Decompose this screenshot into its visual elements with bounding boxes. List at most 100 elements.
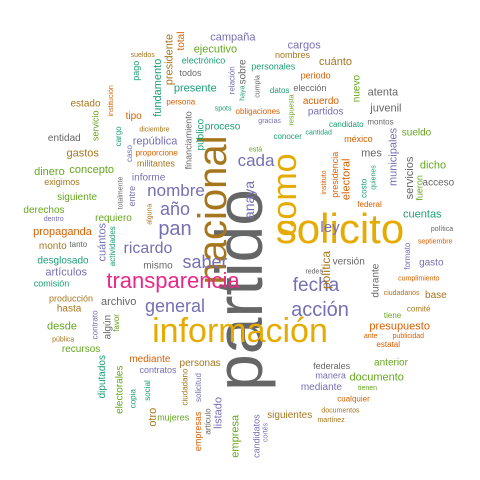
word-3: diciembre (139, 127, 169, 134)
word-50: caso (125, 145, 134, 162)
word-45: gastos (66, 148, 99, 160)
word-como: como (266, 153, 304, 236)
word-7: presidencia (330, 152, 340, 198)
word-51: monto (39, 241, 67, 252)
word-129: base (425, 290, 447, 301)
word-134: cortés (263, 422, 270, 442)
word-108: personales (251, 61, 296, 71)
word-21: personas (180, 358, 221, 369)
word-123: producción (49, 294, 93, 304)
word-36: datos (270, 86, 290, 95)
word-65: mismo (143, 261, 173, 272)
word-131: tanto (69, 240, 87, 249)
word-66: cantidad (305, 130, 332, 137)
word-politica: política (319, 251, 333, 289)
word-106: mujeres (157, 413, 190, 423)
word-1: persona (166, 97, 195, 106)
word-12: diputados (97, 355, 108, 398)
word-44: partidos (308, 107, 344, 118)
word-105: alguna (146, 204, 153, 225)
word-128: gracias (258, 118, 281, 125)
word-130: empresa (229, 414, 241, 458)
word-55: total (176, 32, 187, 51)
word-121: ante (364, 333, 378, 340)
word-37: electoral (341, 159, 353, 201)
word-85: acuerdo (303, 96, 340, 107)
word-2: municipales (388, 127, 400, 186)
word-92: dentro (44, 216, 64, 223)
word-91: proporcione (136, 149, 179, 158)
word-48: costo (360, 178, 369, 198)
word-75: comité (407, 305, 431, 314)
word-81: martínez (317, 417, 345, 424)
word-20: cuántos (96, 222, 108, 261)
word-28: concepto (69, 164, 114, 176)
word-46: siguiente (57, 192, 97, 203)
word-17: política (431, 226, 453, 233)
word-89: financiamiento (184, 111, 194, 169)
word-5: totalmente (118, 177, 125, 210)
word-124: derechos (23, 205, 64, 216)
word-fecha: fecha (293, 275, 340, 296)
word-72: conocer (273, 132, 302, 141)
word-88: electorales (114, 366, 125, 414)
word-14: gasto (419, 257, 444, 268)
word-67: instituto (321, 170, 328, 194)
word-59: cumpla (255, 75, 262, 98)
word-ricardo: ricardo (124, 240, 173, 257)
word-63: exigimos (44, 177, 80, 187)
word-general: general (145, 296, 205, 316)
word-32: contratos (139, 365, 177, 375)
word-24: fundamento (152, 59, 164, 117)
word-transparencia: transparencia (106, 268, 240, 293)
word-122: contrato (91, 310, 100, 339)
word-64: documento (349, 372, 403, 384)
word-52: nuevo (351, 75, 362, 103)
word-116: entre (127, 186, 137, 207)
word-82: requiero (95, 213, 132, 224)
word-125: elección (293, 83, 326, 93)
word-62: informe (132, 172, 166, 183)
word-79: presupuesto (369, 321, 430, 333)
word-anaya: anaya (241, 181, 257, 219)
word-110: relación (227, 66, 236, 94)
word-107: archivo (101, 296, 136, 308)
word-74: manera (315, 371, 346, 381)
word-cada: cada (238, 151, 275, 170)
word-16: anterior (374, 357, 409, 368)
word-saber: saber (182, 252, 227, 272)
word-11: juvenil (369, 103, 401, 115)
word-43: periodo (301, 71, 331, 81)
word-pan: pan (158, 218, 191, 240)
word-56: campaña (210, 32, 256, 44)
word-100: servicio (91, 110, 101, 141)
word-111: documentos (321, 407, 360, 414)
word-informacion: información (152, 312, 328, 350)
word-31: tipo (126, 111, 143, 122)
word-6: pago (131, 61, 141, 81)
word-23: mes (361, 148, 382, 160)
word-ley: ley (320, 219, 340, 236)
word-nacional: nacional (191, 135, 235, 284)
word-73: obligaciones (236, 107, 280, 116)
word-partido: partido (202, 189, 276, 391)
word-133: mediante (129, 354, 171, 365)
word-77: servicios (404, 156, 416, 199)
word-38: artículos (45, 267, 87, 279)
word-97: cumplimiento (398, 276, 439, 283)
small-words-group: spots persona municipales diciembre ejecutiv… (23, 32, 454, 458)
word-9: nombres (275, 50, 311, 60)
word-69: pública (52, 336, 74, 343)
word-137: algún (103, 315, 114, 339)
word-101: atenta (368, 86, 399, 98)
word-127: publicidad (393, 333, 425, 340)
word-83: artículo (204, 408, 213, 435)
word-4: ejecutivo (194, 43, 237, 55)
word-solicito: solicito (276, 205, 404, 252)
word-87: ciudadano (181, 368, 190, 405)
word-41: sobre (238, 59, 249, 84)
word-78: cuentas (403, 208, 442, 220)
word-54: cargo (114, 126, 123, 147)
word-0: spots (215, 106, 232, 113)
